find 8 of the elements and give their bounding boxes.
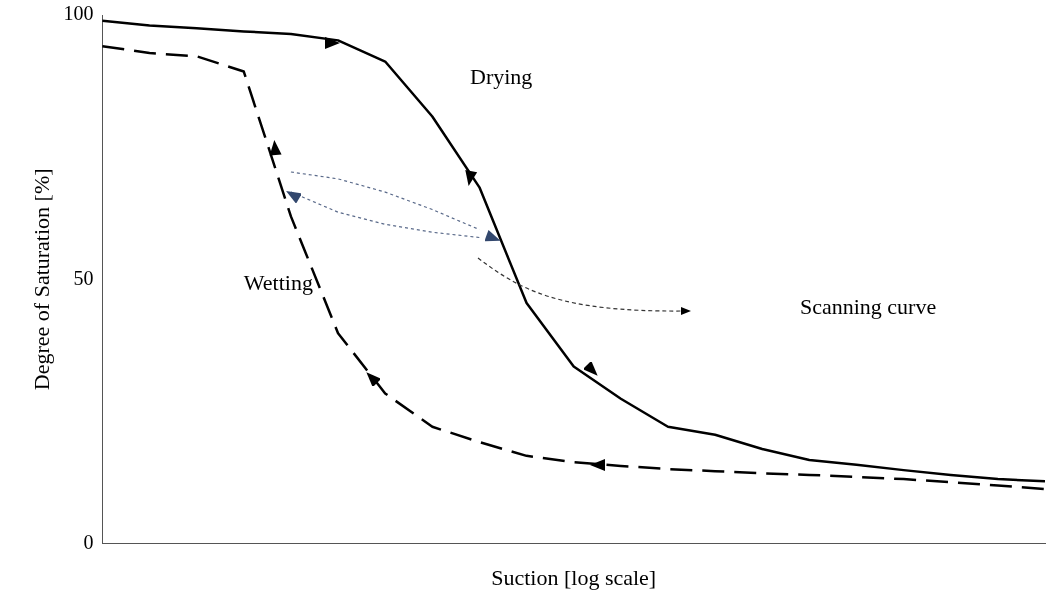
y-axis-title: Degree of Saturation [%]: [28, 168, 54, 391]
annotation: Wetting: [243, 270, 313, 296]
y-tick-label: 50: [73, 266, 94, 289]
x-axis-title: Suction [log scale]: [491, 564, 657, 590]
annotation: Drying: [470, 64, 533, 90]
annotation: Scanning curve: [799, 294, 937, 320]
y-tick-label: 100: [63, 2, 94, 25]
y-tick-label: 0: [83, 530, 94, 553]
